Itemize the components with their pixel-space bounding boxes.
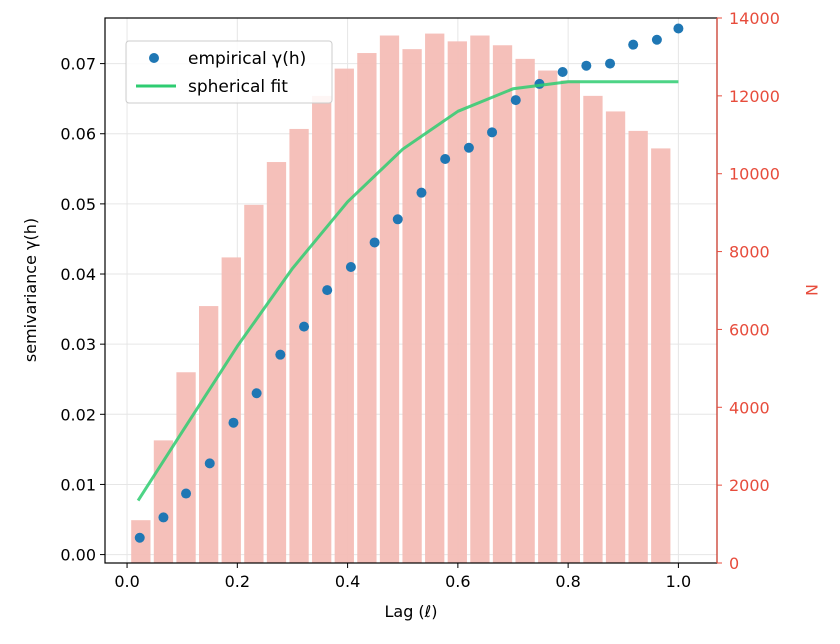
y-left-tick-label: 0.03 [60,335,96,354]
x-tick-label: 0.4 [335,572,360,591]
y-right-tick-label: 0 [729,554,739,573]
x-tick-label: 0.2 [225,572,250,591]
y-left-tick-label: 0.01 [60,475,96,494]
data-point [322,285,333,296]
data-point [392,214,403,225]
data-point [416,187,427,198]
y-left-tick-label: 0.00 [60,546,96,565]
data-point [181,488,192,499]
y-left-tick-label: 0.06 [60,125,96,144]
data-point [651,34,662,45]
y-axis-left: 0.00 0.01 0.02 0.03 0.04 0.05 0.06 0.07 [60,55,105,565]
data-point [158,512,169,523]
bar [244,204,264,563]
bar [289,128,309,564]
y-right-tick-label: 4000 [729,398,770,417]
data-point [228,417,239,428]
legend: empirical γ(h) spherical fit [125,40,333,104]
bar [334,68,354,563]
fit-line [136,80,679,502]
y-right-tick-label: 6000 [729,320,770,339]
bar [628,130,648,563]
bar [583,95,603,563]
bar [357,53,377,564]
data-point [510,95,521,106]
y-left-tick-label: 0.04 [60,265,96,284]
data-point [628,39,639,50]
data-point [487,127,498,138]
y-right-tick-label: 2000 [729,476,770,495]
x-axis: 0.0 0.2 0.4 0.6 0.8 1.0 [114,563,691,591]
data-point [204,458,215,469]
bar [470,35,490,563]
x-tick-label: 0.8 [555,572,580,591]
y-left-tick-label: 0.07 [60,55,96,74]
y-right-tick-label: 8000 [729,243,770,262]
line-series-spherical-fit [136,80,679,502]
legend-label-empirical: empirical γ(h) [188,49,306,69]
data-point [345,262,356,273]
x-tick-label: 0.6 [445,572,470,591]
data-point [673,23,684,34]
legend-label-fit: spherical fit [188,77,288,97]
bar [266,162,287,564]
y-axis-right-label: N [802,284,821,296]
data-point [463,142,474,153]
bar [492,45,513,563]
x-axis-label: Lag (ℓ) [384,602,437,621]
bar [515,58,535,563]
data-point [605,58,616,69]
bar [199,306,219,563]
bar [651,148,671,564]
y-right-tick-label: 12000 [729,87,780,106]
bar [425,33,445,564]
bar [605,111,626,563]
x-tick-label: 0.0 [114,572,139,591]
bar [402,49,422,563]
data-point [299,321,310,332]
bar [538,70,558,563]
y-left-tick-label: 0.02 [60,405,96,424]
data-point [557,67,568,78]
bar [312,95,332,563]
bar [221,257,241,563]
data-point [134,532,145,543]
bar [560,80,580,564]
y-axis-right: 0 2000 4000 6000 8000 10000 12000 14000 [716,9,780,573]
data-point [581,60,592,71]
data-point [275,349,286,360]
scatter-series-empirical [134,23,684,543]
bar [176,372,196,563]
y-axis-left-label: semivariance γ(h) [21,218,40,362]
legend-marker-icon [149,53,159,63]
data-point [251,388,262,399]
y-right-tick-label: 10000 [729,165,780,184]
y-left-tick-label: 0.05 [60,195,96,214]
bar-series-N [131,33,671,564]
y-right-tick-label: 14000 [729,9,780,28]
legend-box [125,40,333,104]
data-point [369,237,380,248]
bar [379,35,400,563]
bar [447,41,467,564]
data-point [440,153,451,164]
x-tick-label: 1.0 [666,572,691,591]
